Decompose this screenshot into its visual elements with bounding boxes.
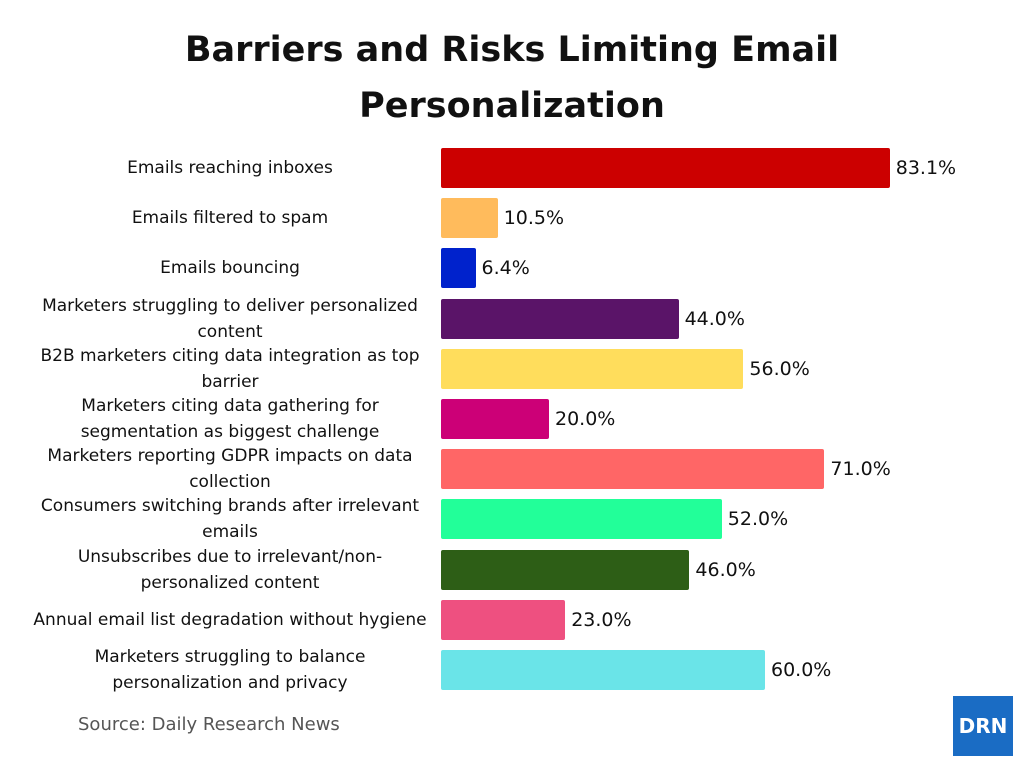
category-label: Emails bouncing bbox=[160, 258, 300, 279]
category-label: Marketers citing data gathering for segm… bbox=[80, 396, 380, 442]
category-label: B2B marketers citing data integration as… bbox=[40, 345, 420, 392]
logo: DRN bbox=[953, 696, 1013, 756]
bar bbox=[441, 449, 825, 490]
value-label: 44.0% bbox=[684, 307, 745, 330]
chart-title: Barriers and Risks Limiting Email Person… bbox=[184, 30, 840, 126]
category-label: Marketers struggling to deliver personal… bbox=[42, 295, 418, 342]
source: Source: Daily Research News bbox=[78, 714, 340, 735]
bar bbox=[441, 549, 690, 590]
bar bbox=[441, 599, 566, 640]
value-label: 23.0% bbox=[571, 608, 632, 631]
value-label: 46.0% bbox=[695, 558, 756, 581]
bar bbox=[441, 399, 549, 439]
value-label: 71.0% bbox=[830, 458, 891, 481]
category-label: Emails reaching inboxes bbox=[127, 158, 333, 178]
bar bbox=[441, 248, 476, 289]
value-label: 56.0% bbox=[749, 357, 810, 380]
bar bbox=[441, 148, 890, 188]
value-label: 6.4% bbox=[481, 257, 530, 280]
category-label: Emails filtered to spam bbox=[131, 208, 329, 229]
category-label: Marketers struggling to balance personal… bbox=[94, 647, 366, 693]
category-label: Marketers reporting GDPR impacts on data… bbox=[47, 446, 413, 493]
bar bbox=[441, 348, 744, 389]
bar bbox=[441, 298, 679, 339]
value-label: 20.0% bbox=[555, 408, 616, 430]
value-label: 52.0% bbox=[727, 508, 789, 531]
category-label: Annual email list degradation without hy… bbox=[33, 609, 427, 630]
category-label: Unsubscribes due to irrelevant/non-perso… bbox=[77, 546, 383, 593]
bar bbox=[441, 650, 765, 690]
bar bbox=[441, 198, 498, 239]
value-label: 60.0% bbox=[771, 659, 832, 681]
value-label: 83.1% bbox=[895, 157, 957, 179]
bar bbox=[441, 499, 722, 540]
value-label: 10.5% bbox=[503, 207, 565, 230]
category-label: Consumers switching brands after irrelev… bbox=[40, 496, 420, 543]
